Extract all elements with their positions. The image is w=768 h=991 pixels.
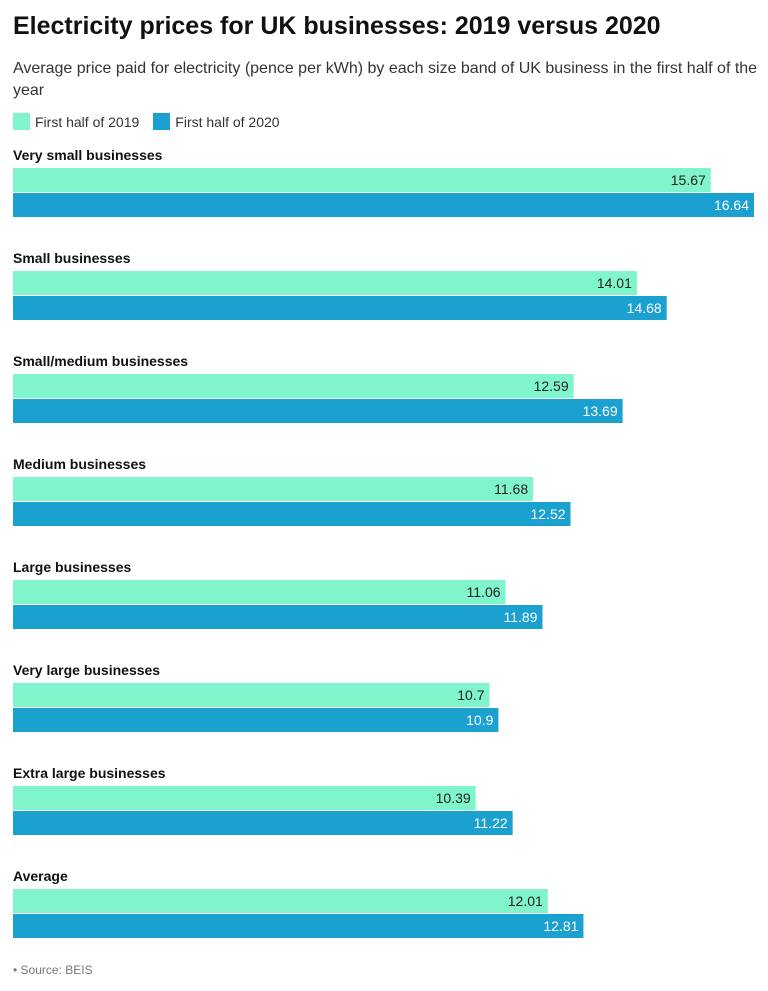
category-group-small-businesses: Small businesses 14.01 14.68 <box>13 250 667 320</box>
category-label: Average <box>13 868 68 884</box>
bar-value-label: 11.22 <box>474 815 508 831</box>
bar-2019 <box>13 580 506 604</box>
category-label: Very small businesses <box>13 147 163 163</box>
category-label: Small businesses <box>13 250 131 266</box>
bar-value-label: 12.81 <box>543 918 578 934</box>
legend-swatch-2019 <box>13 113 30 130</box>
category-label: Large businesses <box>13 559 131 575</box>
bar-2020 <box>13 296 667 320</box>
category-group-small-medium-businesses: Small/medium businesses 12.59 13.69 <box>13 353 623 423</box>
bar-2020 <box>13 193 754 217</box>
bar-value-label: 13.69 <box>583 403 618 419</box>
category-label: Very large businesses <box>13 662 160 678</box>
bar-2019 <box>13 683 490 707</box>
bar-2019 <box>13 786 476 810</box>
bar-value-label: 12.52 <box>530 506 565 522</box>
chart-subtitle: Average price paid for electricity (penc… <box>13 60 758 99</box>
bar-2019 <box>13 374 574 398</box>
bar-value-label: 11.89 <box>503 609 537 625</box>
bar-2020 <box>13 502 571 526</box>
bar-value-label: 14.68 <box>627 300 662 316</box>
bar-value-label: 10.39 <box>436 790 471 806</box>
legend: First half of 2019 First half of 2020 <box>13 113 294 130</box>
category-label: Medium businesses <box>13 456 146 472</box>
category-label: Small/medium businesses <box>13 353 188 369</box>
category-group-very-small-businesses: Very small businesses 15.67 16.64 <box>13 147 754 217</box>
bar-2019 <box>13 889 548 913</box>
legend-swatch-2020 <box>153 113 171 130</box>
category-group-very-large-businesses: Very large businesses 10.7 10.9 <box>13 662 499 732</box>
category-label: Extra large businesses <box>13 765 166 781</box>
bar-value-label: 12.01 <box>508 893 543 909</box>
bar-2020 <box>13 605 543 629</box>
chart-title: Electricity prices for UK businesses: 20… <box>13 12 661 40</box>
bar-value-label: 10.7 <box>457 687 484 703</box>
bar-2020 <box>13 399 623 423</box>
bar-2019 <box>13 271 637 295</box>
bar-2019 <box>13 168 711 192</box>
bar-value-label: 10.9 <box>466 712 493 728</box>
bar-value-label: 15.67 <box>671 172 706 188</box>
bar-2020 <box>13 708 499 732</box>
bar-2020 <box>13 914 584 938</box>
bar-value-label: 11.06 <box>467 584 501 600</box>
bar-value-label: 16.64 <box>714 197 749 213</box>
bar-value-label: 14.01 <box>597 275 632 291</box>
bar-2020 <box>13 811 513 835</box>
legend-label-2019: First half of 2019 <box>35 113 140 130</box>
legend-label-2020: First half of 2020 <box>175 113 280 130</box>
bar-chart: Very small businesses 15.67 16.64 Small bus… <box>13 147 754 938</box>
legend-item-2020: First half of 2020 <box>153 113 280 130</box>
source-note: • Source: BEIS <box>13 963 93 977</box>
bar-2019 <box>13 477 534 501</box>
bar-value-label: 11.68 <box>494 481 528 497</box>
bar-value-label: 12.59 <box>534 378 569 394</box>
legend-item-2019: First half of 2019 <box>13 113 139 130</box>
